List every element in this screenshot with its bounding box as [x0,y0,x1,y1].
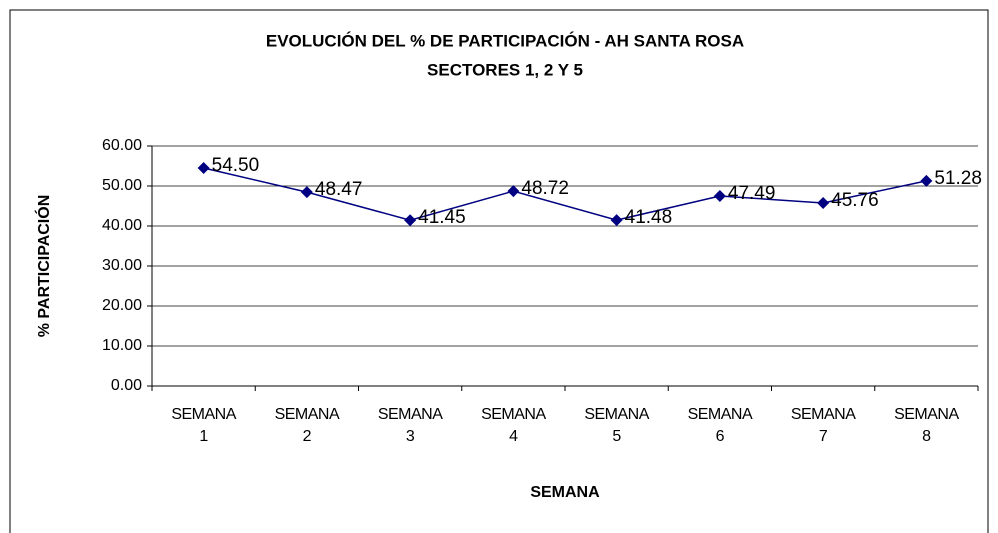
marker [713,190,726,203]
data-label: 41.45 [418,207,466,228]
marker [610,214,623,227]
data-label: 41.48 [625,207,673,228]
data-label: 54.50 [212,155,260,176]
data-label: 47.49 [728,183,776,204]
y-tick-label: 30.00 [102,257,142,274]
data-label: 51.28 [934,168,982,189]
x-tick-label: SEMANA 1 [171,406,236,445]
x-tick-label: SEMANA 2 [274,406,340,445]
y-tick-label: 50.00 [102,177,142,194]
y-axis-title: % PARTICIPACIÓN [34,195,53,338]
data-label: 48.47 [315,179,363,200]
data-label: 45.76 [831,190,879,211]
line [203,167,927,221]
x-tick-label: SEMANA 4 [481,406,546,445]
x-axis-title: SEMANA [530,484,600,501]
marker [920,174,933,187]
x-tick-label: SEMANA 3 [377,406,443,445]
x-tick-label: SEMANA 6 [687,406,753,445]
y-tick-label: 10.00 [102,337,142,354]
marker [404,214,417,227]
data-label: 48.72 [521,178,569,199]
marker [300,186,313,199]
x-tick-label: SEMANA 5 [584,406,649,445]
y-tick-label: 0.00 [111,377,142,394]
x-tick-label: SEMANA 8 [894,406,959,445]
chart-subtitle: SECTORES 1, 2 Y 5 [427,60,583,79]
marker [817,196,830,209]
y-tick-label: 20.00 [102,297,142,314]
y-tick-label: 60.00 [102,137,142,154]
marker [197,162,210,174]
y-tick-label: 40.00 [102,217,142,234]
marker [507,185,520,198]
chart-title: EVOLUCIÓN DEL % DE PARTICIPACIÓN - AH SA… [266,31,744,50]
chart-frame [9,9,989,533]
x-tick-label: SEMANA 7 [790,406,856,445]
